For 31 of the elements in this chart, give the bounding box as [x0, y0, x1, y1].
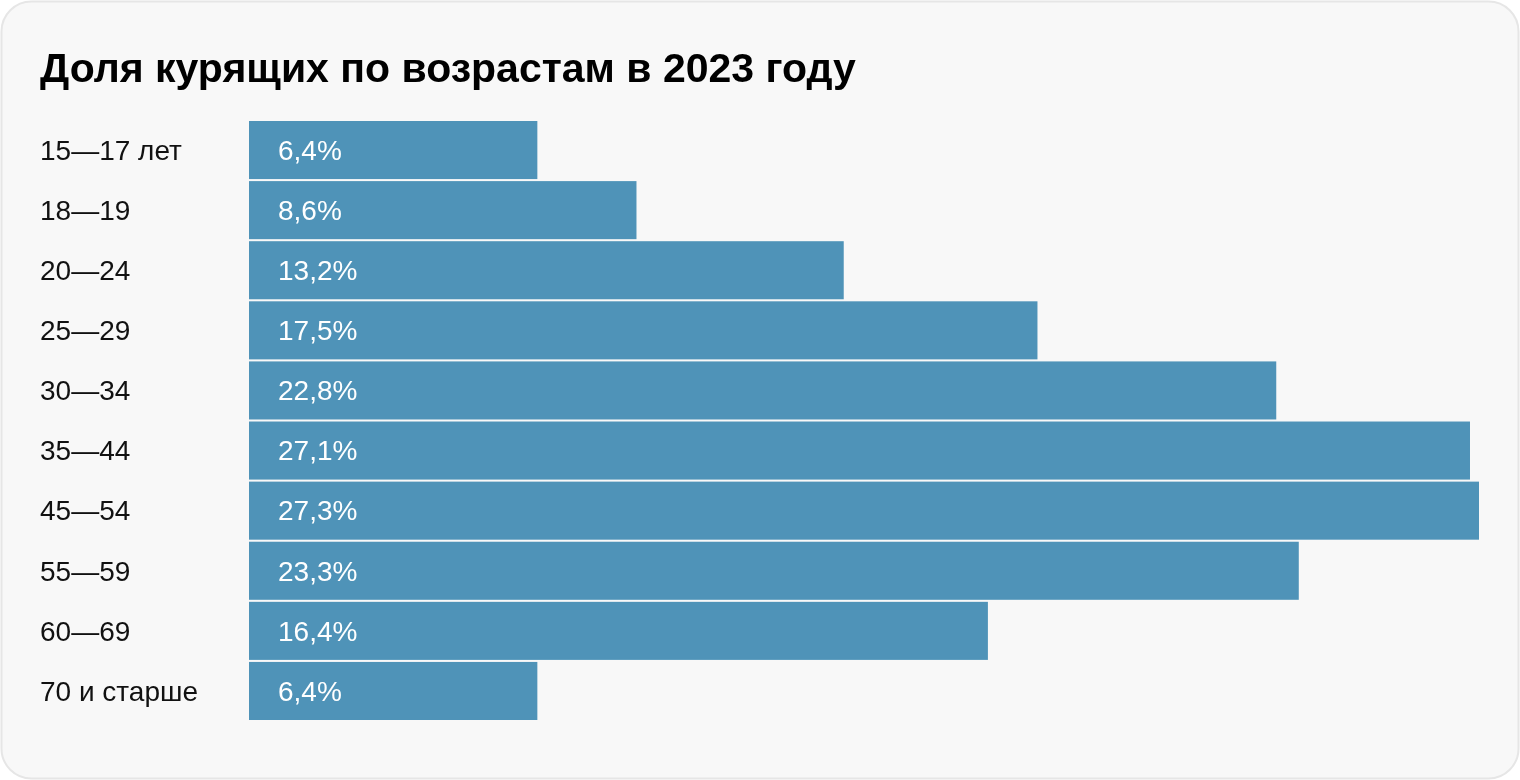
y-tick-label: 20—24 — [40, 255, 131, 287]
bar — [249, 661, 538, 720]
bar — [249, 481, 1479, 540]
bar — [249, 541, 1299, 600]
bar — [249, 121, 538, 180]
bar — [249, 601, 988, 660]
data-label: 13,2% — [278, 255, 358, 287]
data-label: 27,3% — [278, 495, 358, 527]
y-tick-label: 45—54 — [40, 495, 131, 527]
data-label: 8,6% — [278, 194, 342, 226]
data-label: 27,1% — [278, 435, 358, 467]
bar — [249, 301, 1038, 360]
y-tick-label: 30—34 — [40, 375, 131, 407]
bar — [249, 361, 1277, 420]
bar — [249, 181, 637, 240]
y-tick-label: 70 и старше — [40, 675, 199, 707]
data-label: 16,4% — [278, 615, 358, 647]
bar — [249, 421, 1470, 480]
bar — [249, 241, 844, 300]
y-tick-label: 60—69 — [40, 615, 131, 647]
y-tick-label: 15—17 лет — [40, 134, 183, 166]
data-label: 17,5% — [278, 315, 358, 347]
y-tick-label: 35—44 — [40, 435, 131, 467]
data-label: 6,4% — [278, 675, 342, 707]
data-label: 22,8% — [278, 375, 358, 407]
y-tick-label: 18—19 — [40, 194, 131, 226]
chart-title: Доля курящих по возрастам в 2023 году — [40, 45, 857, 91]
data-label: 6,4% — [278, 134, 342, 166]
y-tick-label: 55—59 — [40, 555, 131, 587]
data-label: 23,3% — [278, 555, 358, 587]
y-tick-label: 25—29 — [40, 315, 131, 347]
